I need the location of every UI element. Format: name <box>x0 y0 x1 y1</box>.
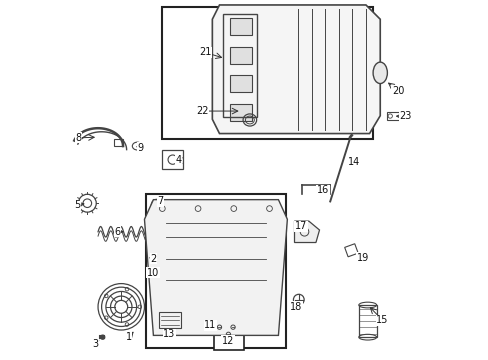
Bar <box>159 312 181 328</box>
Text: 14: 14 <box>347 157 360 167</box>
Bar <box>114 139 123 146</box>
Bar <box>230 75 251 93</box>
Text: 6: 6 <box>114 227 121 237</box>
Bar <box>162 150 183 169</box>
Bar <box>358 305 376 337</box>
Text: 4: 4 <box>175 156 181 165</box>
Text: 12: 12 <box>222 336 234 346</box>
Text: 18: 18 <box>289 302 302 312</box>
Text: 23: 23 <box>398 111 410 121</box>
Text: 13: 13 <box>163 329 175 339</box>
Text: 1: 1 <box>125 332 132 342</box>
Text: 9: 9 <box>138 143 143 153</box>
Bar <box>162 7 372 139</box>
Bar <box>223 14 257 117</box>
Text: 2: 2 <box>150 253 157 264</box>
Text: 3: 3 <box>92 339 98 349</box>
Text: 10: 10 <box>146 268 159 278</box>
Text: 16: 16 <box>316 185 328 195</box>
Bar <box>230 104 251 121</box>
Bar <box>146 194 285 348</box>
Bar <box>230 18 251 35</box>
Bar <box>230 47 251 64</box>
Bar <box>344 244 357 257</box>
Bar <box>386 112 400 120</box>
Polygon shape <box>144 200 287 336</box>
Text: 15: 15 <box>375 315 388 325</box>
Text: 11: 11 <box>203 320 216 330</box>
Bar <box>214 309 244 350</box>
Text: 5: 5 <box>74 200 80 210</box>
Text: 21: 21 <box>199 48 211 58</box>
Text: 22: 22 <box>196 106 208 116</box>
Text: 19: 19 <box>356 252 368 262</box>
Text: 8: 8 <box>75 133 81 143</box>
Text: 7: 7 <box>157 197 163 206</box>
Text: 17: 17 <box>294 221 306 231</box>
Text: 20: 20 <box>391 86 404 96</box>
Polygon shape <box>294 221 319 243</box>
Polygon shape <box>212 5 380 134</box>
Ellipse shape <box>372 62 386 84</box>
